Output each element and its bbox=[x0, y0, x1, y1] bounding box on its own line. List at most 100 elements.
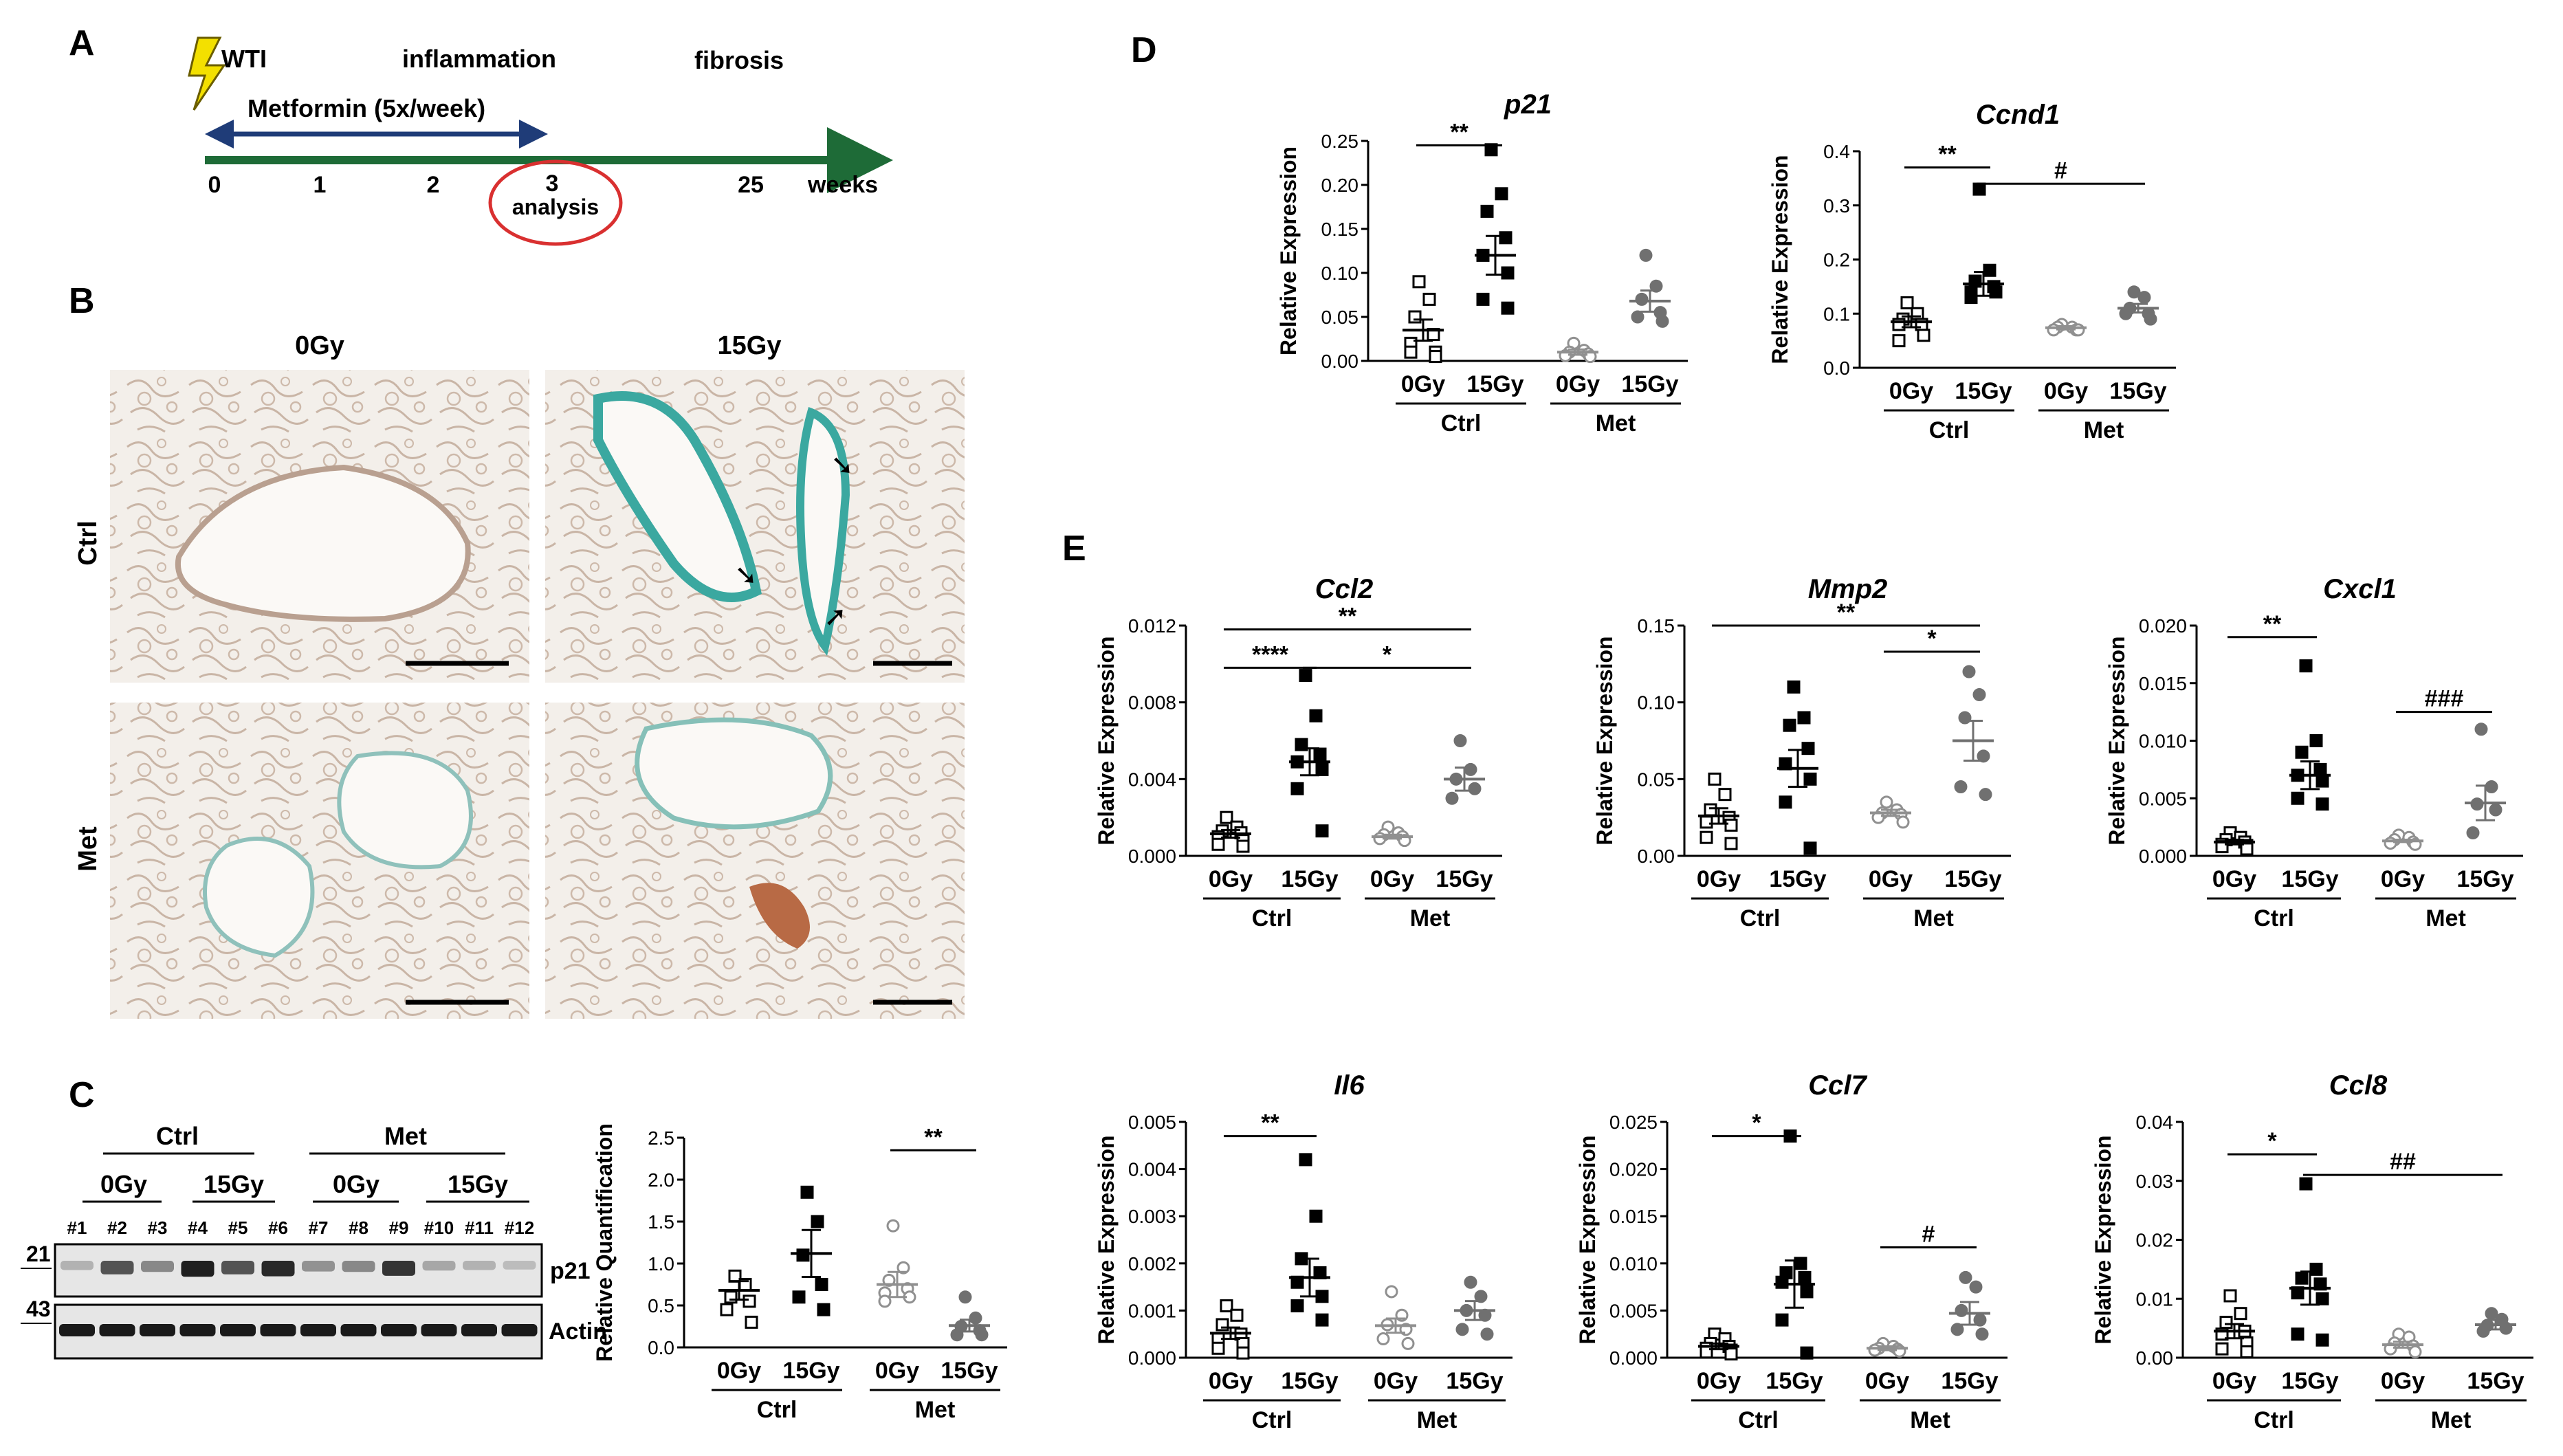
dose-label: 0Gy bbox=[2212, 1368, 2256, 1394]
data-point bbox=[1954, 780, 1968, 793]
data-point bbox=[2466, 826, 2480, 839]
y-axis-label: Relative Expression bbox=[1768, 155, 1792, 364]
data-point bbox=[1230, 1308, 1244, 1322]
data-point bbox=[2309, 734, 2323, 747]
wb-lane-label: #12 bbox=[505, 1217, 534, 1238]
dose-label: 0Gy bbox=[1865, 1368, 1909, 1394]
data-point bbox=[1704, 803, 1717, 817]
y-tick-label: 0.20 bbox=[1321, 175, 1359, 196]
data-point bbox=[958, 1290, 972, 1304]
significance-label: ### bbox=[2425, 686, 2464, 712]
y-tick-label: 0.05 bbox=[1638, 769, 1675, 790]
dose-label: 0Gy bbox=[1209, 1368, 1253, 1394]
wb-lane-label: #9 bbox=[389, 1217, 409, 1238]
data-point bbox=[1385, 1285, 1398, 1299]
wb-actin-band bbox=[260, 1324, 296, 1336]
data-point bbox=[1775, 1275, 1789, 1289]
data-point bbox=[1724, 1347, 1738, 1361]
significance-label: ** bbox=[1339, 604, 1357, 630]
data-point bbox=[1639, 248, 1653, 262]
panel-label-c: C bbox=[69, 1075, 95, 1115]
data-point bbox=[1896, 815, 1910, 829]
wb-lane-label: #10 bbox=[424, 1217, 454, 1238]
wb-lane-label: #4 bbox=[188, 1217, 208, 1238]
chart-e4: Il6 Relative Expression 0.000 0.001 0.002 0.0… bbox=[1094, 1070, 1512, 1433]
group-label: Ctrl bbox=[1441, 410, 1482, 437]
data-point bbox=[1315, 762, 1329, 776]
data-point bbox=[1412, 275, 1426, 289]
dose-label: 15Gy bbox=[1941, 1368, 1998, 1394]
wb-actin-band bbox=[340, 1324, 377, 1336]
data-point bbox=[2309, 1262, 2323, 1276]
dose-label: 0Gy bbox=[1374, 1368, 1418, 1394]
y-tick-label: 0.2 bbox=[1823, 250, 1850, 271]
wb-actin-band bbox=[381, 1324, 417, 1336]
y-tick-label: 1.0 bbox=[648, 1253, 674, 1275]
data-point bbox=[1718, 788, 1732, 802]
data-point bbox=[1775, 1313, 1789, 1327]
y-tick-label: 0.25 bbox=[1321, 131, 1359, 152]
significance-label: ## bbox=[2390, 1149, 2416, 1175]
data-point bbox=[815, 1278, 828, 1291]
y-axis-label: Relative Quantification bbox=[592, 1123, 617, 1362]
wb-p21-band bbox=[342, 1261, 375, 1272]
group-label: Ctrl bbox=[1252, 905, 1292, 931]
data-point bbox=[896, 1261, 910, 1275]
micrograph-met-0gy bbox=[110, 703, 529, 1019]
data-point bbox=[1404, 345, 1418, 359]
wb-p21-band bbox=[503, 1261, 536, 1270]
data-point bbox=[1499, 231, 1512, 245]
wb-lane-label: #7 bbox=[309, 1217, 329, 1238]
y-tick-label: 0.5 bbox=[648, 1295, 674, 1316]
wb-lane-label: #2 bbox=[107, 1217, 127, 1238]
dose-label: 0Gy bbox=[1556, 371, 1600, 397]
group-label: Ctrl bbox=[2254, 905, 2294, 931]
chart-e3: Cxcl1 Relative Expression 0.000 0.005 0.010 0… bbox=[2104, 574, 2523, 931]
micrograph-met-15gy bbox=[545, 703, 965, 1019]
significance-label: ** bbox=[1837, 599, 1856, 626]
wb-band-p21-label: p21 bbox=[550, 1258, 591, 1284]
dose-label: 0Gy bbox=[1697, 866, 1741, 892]
y-axis-label: Relative Expression bbox=[2091, 1135, 2115, 1344]
significance-label: * bbox=[1752, 1110, 1761, 1136]
timeline: WTI inflammation fibrosis Metformin (5x/… bbox=[188, 36, 893, 246]
significance-label: ** bbox=[924, 1124, 943, 1150]
data-point bbox=[1501, 266, 1515, 280]
group-label: Met bbox=[2084, 417, 2124, 443]
y-tick-label: 0.00 bbox=[1638, 846, 1675, 867]
y-tick-label: 0.003 bbox=[1128, 1206, 1176, 1227]
data-point bbox=[1408, 310, 1422, 324]
data-point bbox=[1211, 1341, 1225, 1355]
wb-p21-band bbox=[141, 1261, 174, 1272]
data-point bbox=[1969, 1280, 1983, 1294]
data-point bbox=[1313, 747, 1327, 761]
data-point bbox=[1464, 762, 1477, 776]
wb-actin-band bbox=[300, 1324, 336, 1336]
data-point bbox=[2485, 1307, 2498, 1321]
panel-label-a: A bbox=[69, 23, 95, 63]
data-point bbox=[1480, 1327, 1494, 1341]
tick-3: 3 bbox=[546, 170, 559, 197]
weeks-label: weeks bbox=[807, 172, 878, 198]
y-axis-label: Relative Expression bbox=[1575, 1135, 1600, 1344]
data-point bbox=[1800, 1285, 1814, 1299]
chart-d1: p21 Relative Expression 0.00 0.05 0.10 0.15 0.… bbox=[1276, 89, 1688, 437]
data-point bbox=[2291, 1327, 2304, 1341]
data-point bbox=[1783, 718, 1796, 732]
y-tick-label: 1.5 bbox=[648, 1211, 674, 1233]
wb-p21-band bbox=[261, 1261, 295, 1277]
wb-band-actin-label: Actin bbox=[549, 1319, 607, 1345]
group-label: Met bbox=[1417, 1407, 1458, 1433]
y-tick-label: 0.01 bbox=[2136, 1288, 2174, 1310]
group-label: Ctrl bbox=[1740, 905, 1781, 931]
dose-label: 15Gy bbox=[1769, 866, 1826, 892]
y-tick-label: 0.008 bbox=[1128, 692, 1176, 714]
tick-0: 0 bbox=[208, 172, 221, 198]
dose-label: 15Gy bbox=[1281, 1368, 1338, 1394]
data-point bbox=[1315, 824, 1329, 838]
y-tick-label: 0.3 bbox=[1823, 195, 1850, 217]
y-tick-label: 0.02 bbox=[2136, 1230, 2174, 1251]
data-point bbox=[1290, 1299, 1304, 1313]
data-point bbox=[1376, 1332, 1390, 1346]
data-point bbox=[1983, 263, 1996, 277]
